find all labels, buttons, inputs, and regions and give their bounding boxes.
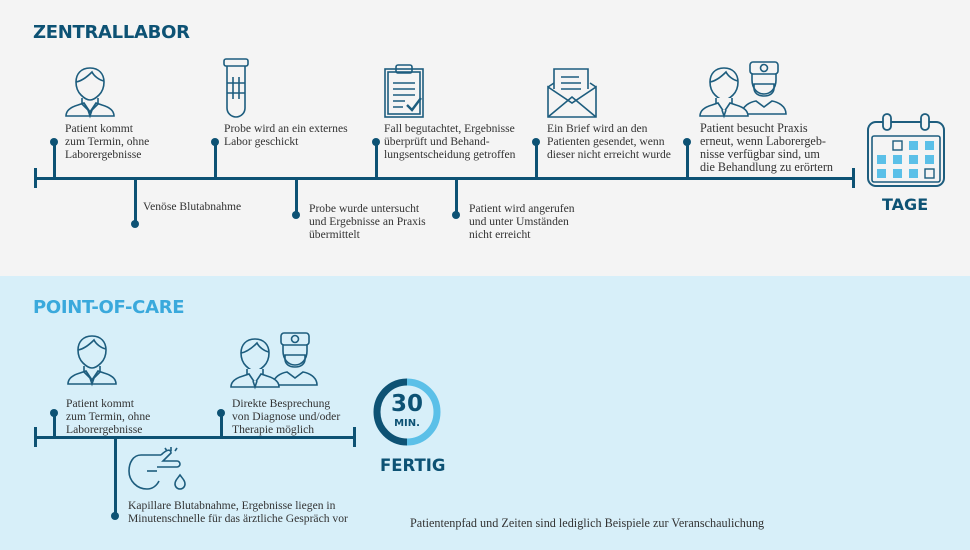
patient-doctor-icon	[230, 332, 318, 388]
timer-icon	[373, 378, 441, 446]
test-tube-icon	[223, 58, 249, 118]
timeline-start-tick	[34, 427, 37, 447]
timeline-marker	[452, 211, 460, 219]
footnote: Patientenpfad und Zeiten sind lediglich …	[410, 516, 765, 530]
step-text: Probe wird an ein externes Labor geschick…	[224, 122, 348, 148]
step-text: Probe wurde untersucht und Ergebnisse an …	[309, 202, 426, 241]
timeline-axis	[35, 436, 355, 439]
point-of-care-section: POINT-OF-CARE Patient kommt zum Termin, o…	[0, 276, 970, 550]
step-text: Venöse Blutabnahme	[143, 200, 242, 213]
step-text: Patient wird angerufen und unter Umstände…	[469, 202, 575, 241]
step-text: Direkte Besprechung von Diagnose und/oder…	[232, 397, 341, 436]
patient-icon	[65, 67, 115, 117]
timeline-end-tick	[852, 168, 855, 188]
central-lab-section: ZENTRALLABOR Patient kommt zum Termin, oh…	[0, 0, 970, 276]
timeline-marker	[683, 138, 691, 146]
timer-unit: MIN.	[394, 418, 420, 429]
step-text: Kapillare Blutabnahme, Ergebnisse liegen…	[128, 499, 348, 525]
step-text: Patient kommt zum Termin, ohne Laborergebn…	[65, 122, 150, 161]
section-title: POINT-OF-CARE	[33, 297, 185, 318]
envelope-letter-icon	[547, 68, 597, 118]
timeline-end-tick	[353, 427, 356, 447]
duration-label: TAGE	[882, 195, 929, 214]
timeline-marker	[211, 138, 219, 146]
timeline-marker	[532, 138, 540, 146]
timeline-marker	[372, 138, 380, 146]
timeline-marker	[292, 211, 300, 219]
clipboard-check-icon	[384, 64, 424, 118]
timeline-marker	[131, 220, 139, 228]
timeline-marker	[50, 138, 58, 146]
timeline-start-tick	[34, 168, 37, 188]
finger-blood-drop-icon	[128, 447, 186, 490]
done-label: FERTIG	[380, 456, 446, 475]
step-text: Fall begutachtet, Ergebnisse überprüft un…	[384, 122, 516, 161]
timeline-marker	[50, 409, 58, 417]
timeline-axis	[35, 177, 854, 180]
patient-doctor-icon	[699, 61, 787, 117]
calendar-icon	[867, 113, 945, 187]
step-text: Ein Brief wird an den Patienten gesendet,…	[547, 122, 671, 161]
patient-icon	[67, 335, 117, 385]
timeline-marker	[111, 512, 119, 520]
timeline-marker	[217, 409, 225, 417]
timer-value: 30	[390, 391, 423, 417]
step-text: Patient besucht Praxis erneut, wenn Labor…	[700, 121, 833, 174]
section-title: ZENTRALLABOR	[33, 22, 190, 43]
step-text: Patient kommt zum Termin, ohne Laborergebn…	[66, 397, 151, 436]
